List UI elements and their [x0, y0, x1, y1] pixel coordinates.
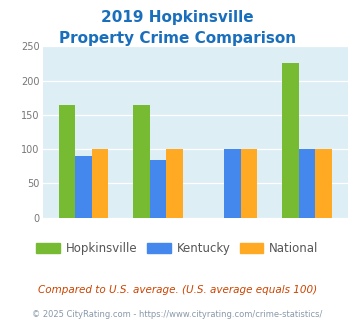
Legend: Hopkinsville, Kentucky, National: Hopkinsville, Kentucky, National: [32, 237, 323, 260]
Bar: [315, 149, 332, 218]
Text: 2019 Hopkinsville: 2019 Hopkinsville: [101, 10, 254, 25]
Bar: [166, 149, 182, 218]
Bar: [59, 105, 75, 218]
Bar: [133, 105, 150, 218]
Bar: [299, 149, 315, 218]
Bar: [92, 149, 108, 218]
Text: © 2025 CityRating.com - https://www.cityrating.com/crime-statistics/: © 2025 CityRating.com - https://www.city…: [32, 310, 323, 319]
Bar: [241, 149, 257, 218]
Bar: [224, 149, 241, 218]
Text: Property Crime Comparison: Property Crime Comparison: [59, 31, 296, 46]
Bar: [75, 156, 92, 218]
Bar: [150, 160, 166, 218]
Bar: [282, 63, 299, 218]
Text: Compared to U.S. average. (U.S. average equals 100): Compared to U.S. average. (U.S. average …: [38, 285, 317, 295]
